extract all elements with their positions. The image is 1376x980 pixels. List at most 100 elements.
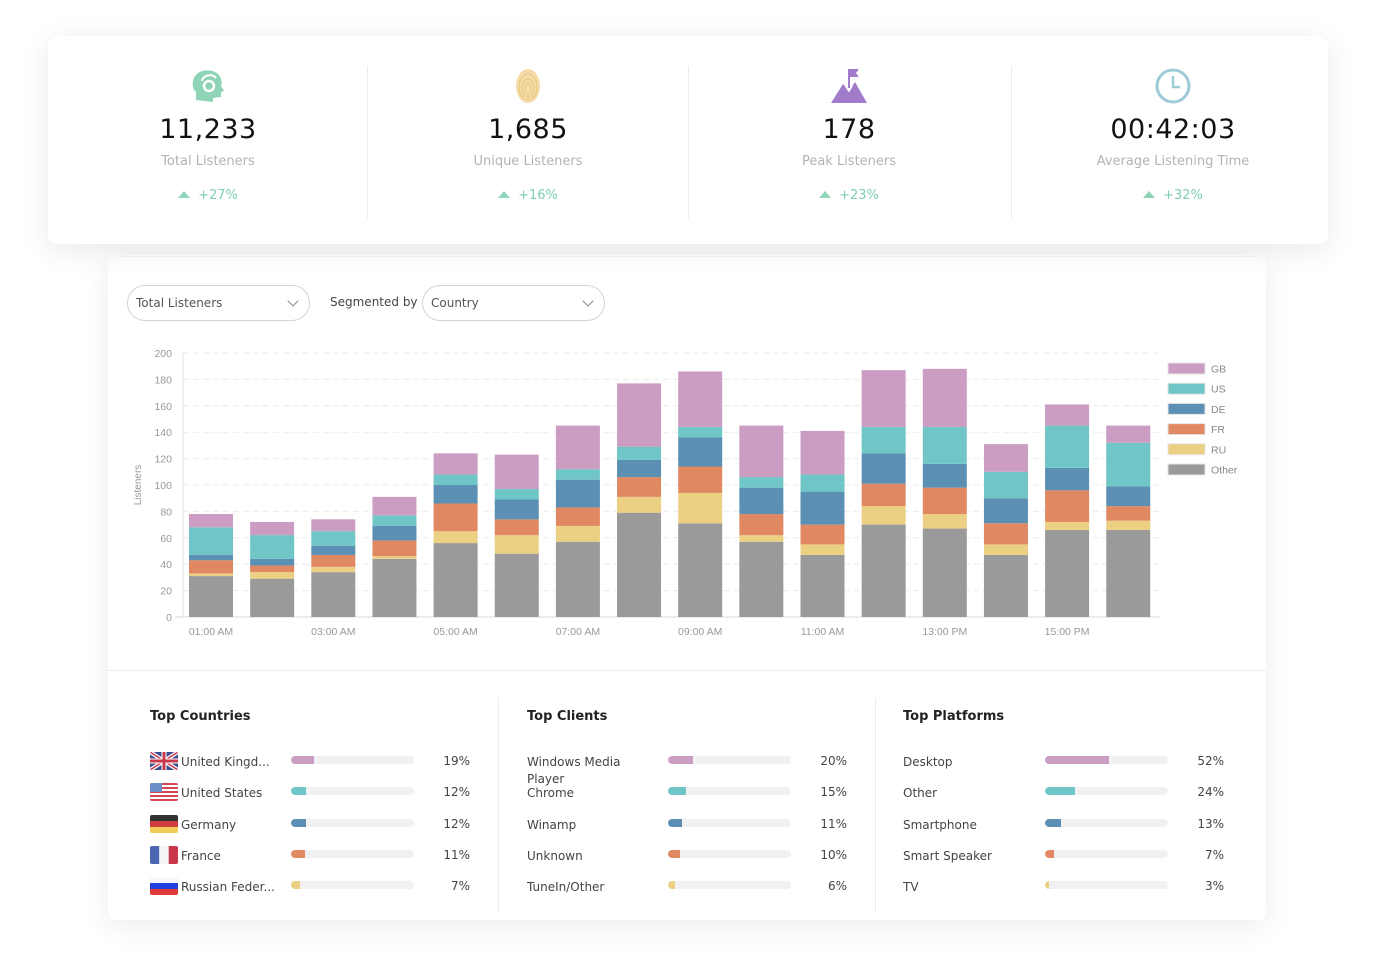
bar-segment-other <box>433 543 478 617</box>
bar-segment-de <box>189 554 233 561</box>
item-percent: 19% <box>443 754 470 768</box>
y-tick-label: 200 <box>154 348 172 360</box>
list-item[interactable]: TuneIn/Other 6% <box>527 879 847 899</box>
y-tick-label: 0 <box>166 612 172 624</box>
list-item[interactable]: Windows Media Player 20% <box>527 754 847 786</box>
list-item[interactable]: United States 12% <box>150 783 470 805</box>
flag-ru-icon <box>150 877 178 895</box>
bar-segment-us <box>433 474 478 485</box>
progress-bar <box>1045 819 1168 827</box>
bar-segment-gb <box>372 496 417 516</box>
panel-title: Top Countries <box>150 709 251 724</box>
bar-segment-other <box>678 523 723 617</box>
x-tick-label: 01:00 AM <box>189 626 233 638</box>
list-item[interactable]: Other 24% <box>903 785 1224 805</box>
progress-fill <box>291 850 305 858</box>
progress-fill <box>668 756 693 764</box>
item-percent: 7% <box>1204 848 1224 862</box>
legend-label: GB <box>1211 364 1226 376</box>
bar-segment-other <box>250 578 295 617</box>
x-tick-label: 03:00 AM <box>311 626 355 638</box>
list-item[interactable]: Smart Speaker 7% <box>903 848 1224 868</box>
flag-de-icon <box>150 815 178 833</box>
bar-segment-gb <box>494 454 539 489</box>
legend-swatch-de <box>1167 402 1206 415</box>
bar-segment-ru <box>372 556 417 559</box>
list-item[interactable]: United Kingd... 19% <box>150 752 470 774</box>
bar-segment-gb <box>433 453 478 475</box>
bar-segment-ru <box>739 535 784 542</box>
stat-label: Peak Listeners <box>801 154 897 169</box>
flag-us-icon <box>150 783 178 801</box>
list-item[interactable]: France 11% <box>150 846 470 868</box>
bar-segment-other <box>922 528 967 617</box>
item-label: Smart Speaker <box>903 849 992 863</box>
bar-segment-us <box>1045 425 1090 468</box>
y-tick-label: 180 <box>154 374 172 386</box>
item-label: Russian Feder... <box>181 880 275 894</box>
progress-bar <box>1045 756 1168 764</box>
stat-label: Total Listeners <box>161 154 255 169</box>
bar-segment-de <box>800 491 845 525</box>
item-label: Germany <box>181 818 237 832</box>
progress-bar <box>1045 850 1168 858</box>
bar-segment-de <box>372 525 417 541</box>
divider <box>120 256 1256 257</box>
bar-segment-fr <box>617 477 662 497</box>
list-item[interactable]: Germany 12% <box>150 815 470 837</box>
bar-segment-fr <box>1106 506 1151 521</box>
list-item[interactable]: Unknown 10% <box>527 848 847 868</box>
bar-segment-de <box>861 453 906 484</box>
x-tick-label: 09:00 AM <box>678 626 722 638</box>
bar-segment-other <box>372 558 417 617</box>
segment-dropdown[interactable]: Country <box>422 285 605 321</box>
divider <box>1011 66 1012 218</box>
list-item[interactable]: Chrome 15% <box>527 785 847 805</box>
bar-segment-us <box>311 531 356 546</box>
stat-value: 11,233 <box>159 114 257 145</box>
bar-segment-us <box>739 477 784 488</box>
bar-segment-us <box>555 469 600 480</box>
fingerprint-icon <box>516 69 540 103</box>
list-item[interactable]: Winamp 11% <box>527 817 847 837</box>
stat-label: Average Listening Time <box>1096 154 1250 169</box>
list-item[interactable]: TV 3% <box>903 879 1224 899</box>
list-item[interactable]: Russian Feder... 7% <box>150 877 470 899</box>
item-label: TuneIn/Other <box>527 880 605 894</box>
bar-segment-other <box>311 572 356 617</box>
bar-segment-fr <box>861 483 906 507</box>
metric-dropdown[interactable]: Total Listeners <box>127 285 310 321</box>
divider <box>108 670 1266 671</box>
up-arrow-icon <box>498 191 511 198</box>
stat-change: +16% <box>368 188 688 203</box>
bar-segment-gb <box>617 383 662 447</box>
progress-bar <box>291 819 414 827</box>
bar-segment-fr <box>372 540 417 557</box>
legend-swatch-other <box>1167 463 1206 476</box>
progress-bar <box>291 756 414 764</box>
bar-segment-de <box>922 463 967 488</box>
x-tick-label: 05:00 AM <box>433 626 477 638</box>
stat-unique-listeners: 1,685 Unique Listeners +16% <box>368 36 688 244</box>
bar-segment-gb <box>739 425 784 478</box>
bar-segment-ru <box>494 535 539 554</box>
progress-fill <box>291 881 300 889</box>
x-tick-label: 13:00 PM <box>922 626 967 638</box>
divider <box>498 698 499 913</box>
bar-segment-other <box>494 553 539 617</box>
progress-fill <box>1045 819 1061 827</box>
bar-segment-gb <box>311 519 356 532</box>
panel-title: Top Clients <box>527 709 608 724</box>
legend-swatch-fr <box>1167 423 1206 436</box>
list-item[interactable]: Smartphone 13% <box>903 817 1224 837</box>
list-item[interactable]: Desktop 52% <box>903 754 1224 774</box>
bar-segment-other <box>1106 529 1151 617</box>
item-label: Windows Media Player <box>527 755 621 786</box>
progress-bar <box>291 787 414 795</box>
stat-value: 1,685 <box>488 114 568 145</box>
up-arrow-icon <box>819 191 832 198</box>
legend-label: DE <box>1211 404 1226 416</box>
bar-segment-ru <box>922 514 967 529</box>
bar-segment-ru <box>800 544 845 555</box>
bar-segment-other <box>800 554 845 617</box>
